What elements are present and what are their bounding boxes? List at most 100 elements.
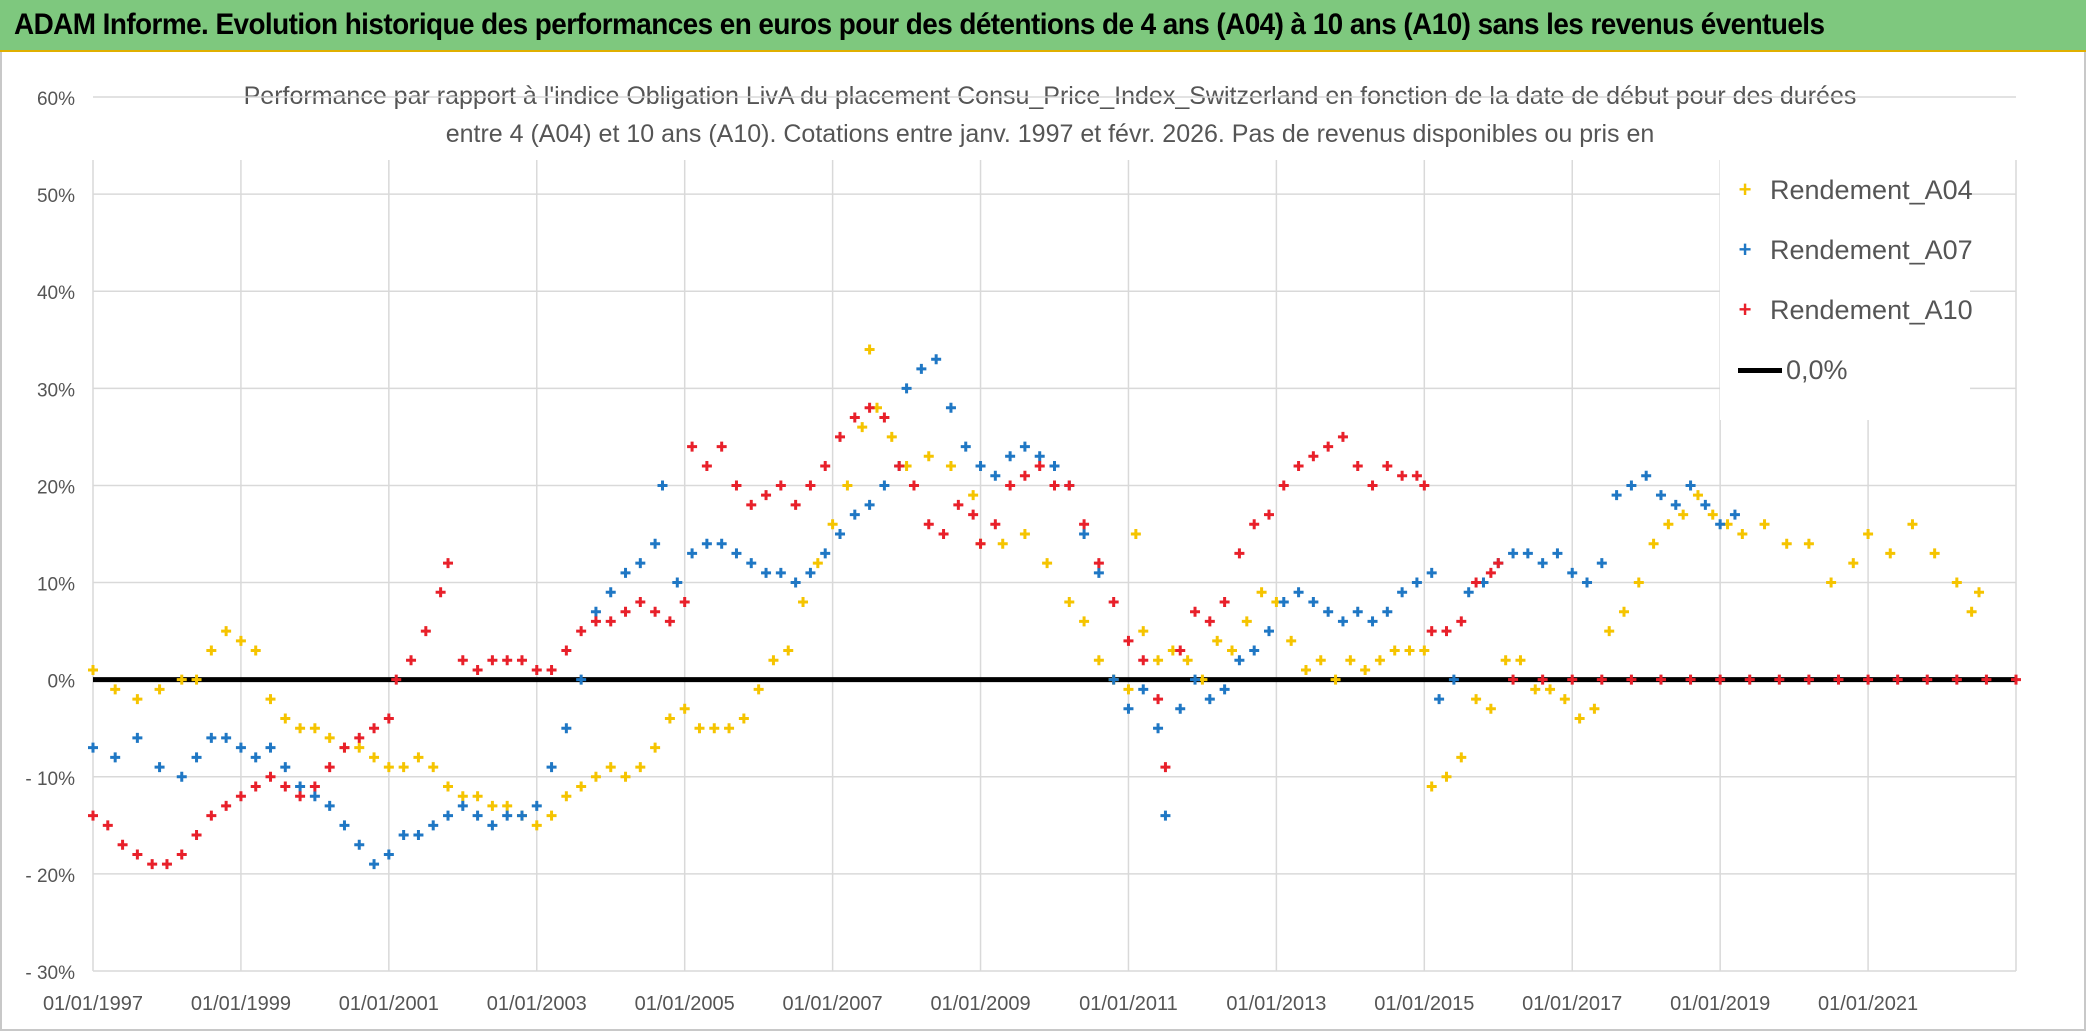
data-point [206, 810, 217, 821]
data-point [502, 800, 513, 811]
data-point [775, 567, 786, 578]
data-point [531, 800, 542, 811]
data-point [1300, 664, 1311, 675]
data-point [206, 732, 217, 743]
data-point [590, 616, 601, 627]
data-point [1404, 645, 1415, 656]
data-point [1485, 703, 1496, 714]
data-point [280, 781, 291, 792]
data-point [1596, 674, 1607, 685]
data-point [1079, 616, 1090, 627]
y-tick-label: 40% [37, 283, 75, 304]
data-point [975, 461, 986, 472]
data-point [1922, 674, 1933, 685]
data-point [1263, 509, 1274, 520]
data-point [1382, 606, 1393, 617]
data-point [1190, 674, 1201, 685]
y-tick-label: 20% [37, 477, 75, 498]
data-point [886, 431, 897, 442]
data-point [908, 480, 919, 491]
data-point [650, 606, 661, 617]
chart-title-line-1: Performance par rapport à l'indice Oblig… [243, 82, 1857, 110]
data-point [709, 723, 720, 734]
y-tick-label: 50% [37, 186, 75, 207]
data-point [1648, 538, 1659, 549]
data-point [369, 859, 380, 870]
data-point [687, 441, 698, 452]
data-point [1848, 558, 1859, 569]
data-point [546, 664, 557, 675]
data-point [295, 723, 306, 734]
data-point [1700, 499, 1711, 510]
data-point [1005, 480, 1016, 491]
data-point [590, 771, 601, 782]
data-point [457, 800, 468, 811]
data-point [1951, 577, 1962, 588]
data-point [605, 762, 616, 773]
data-point [945, 402, 956, 413]
data-point [354, 742, 365, 753]
data-point [790, 499, 801, 510]
data-point [1234, 548, 1245, 559]
legend-label-zero: 0,0% [1786, 354, 1848, 385]
data-point [413, 830, 424, 841]
data-point [975, 538, 986, 549]
data-point [1227, 645, 1238, 656]
data-point [812, 558, 823, 569]
data-point [1456, 752, 1467, 763]
data-point [1079, 519, 1090, 530]
data-point [1537, 674, 1548, 685]
data-point [1759, 519, 1770, 530]
data-point [516, 655, 527, 666]
data-point [531, 820, 542, 831]
data-point [635, 762, 646, 773]
data-point [309, 791, 320, 802]
data-point [1744, 674, 1755, 685]
data-point [1774, 674, 1785, 685]
data-point [664, 616, 675, 627]
data-point [1123, 703, 1134, 714]
data-point [746, 558, 757, 569]
data-point [864, 402, 875, 413]
data-point [428, 762, 439, 773]
data-point [1278, 596, 1289, 607]
data-point [531, 664, 542, 675]
x-tick-label: 01/01/2011 [1079, 993, 1178, 1015]
data-point [1160, 762, 1171, 773]
data-point [1567, 567, 1578, 578]
data-point [1123, 684, 1134, 695]
data-point [354, 732, 365, 743]
data-point [879, 480, 890, 491]
data-point [857, 422, 868, 433]
x-tick-label: 01/01/2019 [1670, 993, 1770, 1015]
data-point [1308, 596, 1319, 607]
data-point [428, 820, 439, 831]
data-point [1182, 655, 1193, 666]
data-point [1093, 567, 1104, 578]
y-tick-label: 10% [37, 575, 75, 596]
data-point [1707, 509, 1718, 520]
data-point [1485, 567, 1496, 578]
data-point [176, 849, 187, 860]
data-point [1256, 587, 1267, 598]
x-tick-label: 01/01/2015 [1374, 993, 1474, 1015]
data-point [1685, 674, 1696, 685]
data-point [1042, 558, 1053, 569]
data-point [1426, 781, 1437, 792]
data-point [694, 723, 705, 734]
data-point [842, 480, 853, 491]
legend-item-zero-line: 0,0% [1720, 350, 1848, 390]
y-tick-label: - 10% [25, 769, 75, 790]
data-point [161, 859, 172, 870]
data-point [1863, 674, 1874, 685]
data-point [88, 810, 98, 821]
data-point [1293, 587, 1304, 598]
data-point [1471, 577, 1482, 588]
data-point [1249, 645, 1260, 656]
data-point [820, 461, 831, 472]
data-point [775, 480, 786, 491]
series-rendement_a07 [88, 354, 1740, 870]
data-point [1833, 674, 1844, 685]
data-point [1315, 655, 1326, 666]
data-point [1382, 461, 1393, 472]
